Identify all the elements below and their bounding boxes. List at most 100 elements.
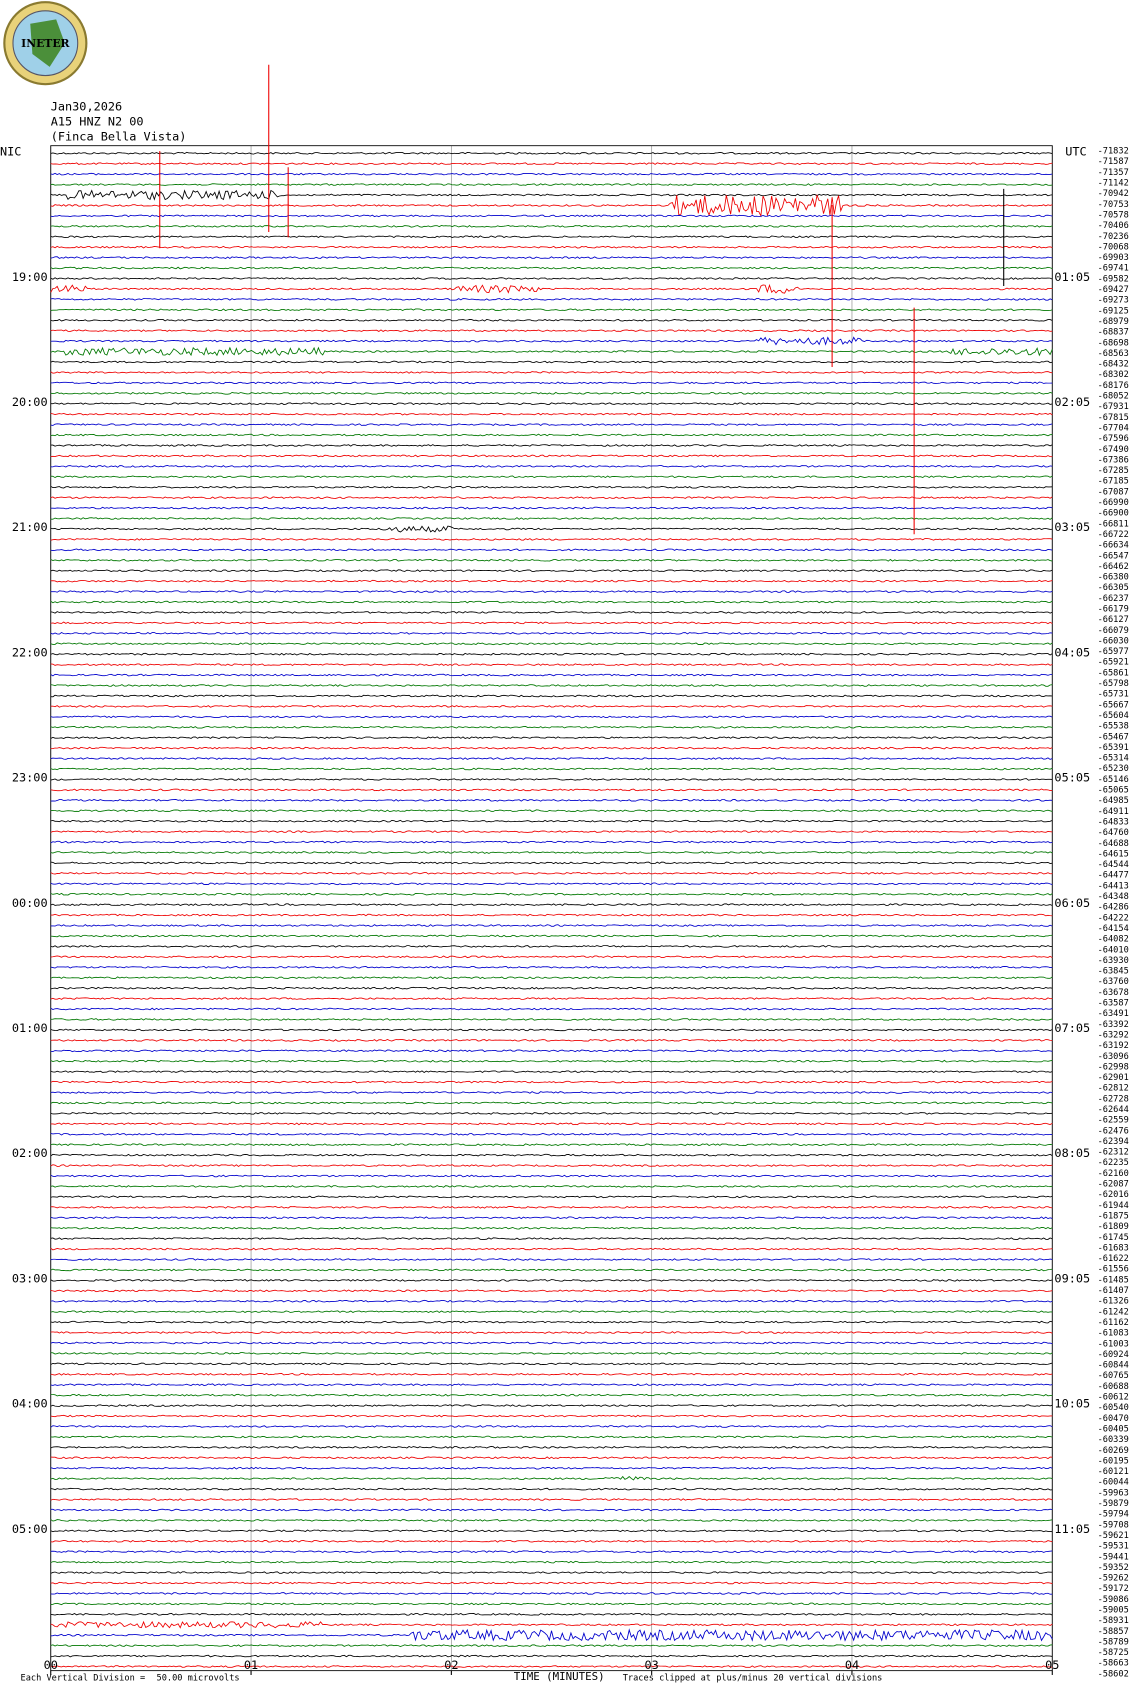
trace	[50, 1237, 1053, 1240]
nic-hour: 22:00	[12, 645, 48, 659]
trace	[50, 1070, 1053, 1073]
trace	[50, 1174, 1053, 1178]
offset: -65467	[1098, 732, 1129, 742]
trace	[50, 997, 1053, 1000]
offset: -63491	[1098, 1009, 1129, 1019]
trace	[50, 903, 1053, 906]
trace	[50, 955, 1053, 959]
trace	[50, 1362, 1053, 1366]
offset: -58931	[1098, 1616, 1129, 1626]
trace	[50, 1143, 1053, 1147]
trace	[50, 189, 1053, 201]
trace	[50, 1644, 1053, 1647]
offset: -67087	[1098, 487, 1129, 497]
trace	[50, 506, 1053, 510]
location: (Finca Bella Vista)	[51, 130, 187, 144]
offset: -66127	[1098, 615, 1129, 625]
trace	[50, 558, 1053, 562]
trace	[50, 1331, 1053, 1334]
offset: -58602	[1098, 1669, 1129, 1679]
offset: -70753	[1098, 200, 1129, 210]
trace	[50, 1153, 1053, 1157]
offset: -65798	[1098, 679, 1129, 689]
offset: -65146	[1098, 775, 1129, 785]
offset: -66237	[1098, 594, 1129, 604]
offset: -60044	[1098, 1478, 1129, 1488]
trace	[50, 1247, 1053, 1251]
offset: -62901	[1098, 1073, 1129, 1083]
x-tick-label: 00	[44, 1658, 58, 1672]
nic-hour: 01:00	[12, 1021, 48, 1035]
trace	[50, 600, 1053, 604]
offset: -66811	[1098, 519, 1129, 529]
x-tick-label: 05	[1045, 1658, 1059, 1672]
trace	[50, 1205, 1053, 1209]
trace	[50, 172, 1053, 176]
offset: -64833	[1098, 817, 1129, 827]
x-tick-label: 04	[845, 1658, 859, 1672]
offset: -62016	[1098, 1190, 1129, 1200]
offset: -61745	[1098, 1233, 1129, 1243]
trace	[50, 1628, 1053, 1642]
utc-hour: 07:05	[1054, 1021, 1090, 1035]
trace	[50, 1466, 1053, 1470]
trace	[50, 611, 1053, 614]
offset: -61809	[1098, 1222, 1129, 1232]
offset: -68052	[1098, 392, 1129, 402]
offset: -64082	[1098, 935, 1129, 945]
trace	[50, 673, 1053, 677]
trace	[50, 1059, 1053, 1063]
offset: -60924	[1098, 1350, 1129, 1360]
trace	[50, 736, 1053, 740]
trace	[50, 475, 1053, 479]
trace	[50, 193, 1053, 218]
trace	[50, 1425, 1053, 1428]
trace	[50, 444, 1053, 447]
trace	[50, 882, 1053, 886]
trace	[50, 1164, 1053, 1167]
trace	[50, 1352, 1053, 1355]
offset: -67185	[1098, 477, 1129, 487]
offset: -68176	[1098, 381, 1129, 391]
trace	[50, 318, 1053, 322]
trace	[50, 423, 1053, 426]
offset: -64760	[1098, 828, 1129, 838]
offset: -62476	[1098, 1126, 1129, 1136]
trace	[50, 256, 1053, 260]
trace	[50, 1007, 1053, 1011]
utc-hour: 01:05	[1054, 270, 1090, 284]
trace	[50, 694, 1053, 698]
trace	[50, 548, 1053, 552]
offset: -67931	[1098, 402, 1129, 412]
trace	[50, 298, 1053, 301]
offset: -62394	[1098, 1137, 1129, 1147]
offset: -64688	[1098, 839, 1129, 849]
utc-hour: 08:05	[1054, 1146, 1090, 1160]
offset: -71357	[1098, 168, 1129, 178]
offset: -61003	[1098, 1339, 1129, 1349]
trace	[50, 162, 1053, 166]
trace	[50, 976, 1053, 980]
trace	[50, 1519, 1053, 1522]
offset: -65667	[1098, 700, 1129, 710]
trace	[50, 1571, 1053, 1574]
offset: -64413	[1098, 881, 1129, 891]
offset: -61407	[1098, 1286, 1129, 1296]
offset: -59352	[1098, 1563, 1129, 1573]
offset: -70578	[1098, 210, 1129, 220]
offset: -68432	[1098, 360, 1129, 370]
trace	[50, 214, 1053, 218]
offset: -68698	[1098, 338, 1129, 348]
offset: -60269	[1098, 1446, 1129, 1456]
trace	[50, 1112, 1053, 1115]
offset: -63930	[1098, 956, 1129, 966]
trace	[50, 1216, 1053, 1220]
trace	[50, 1620, 1053, 1629]
trace	[50, 277, 1053, 280]
trace	[50, 1383, 1053, 1387]
offset: -64985	[1098, 796, 1129, 806]
offset: -66179	[1098, 604, 1129, 614]
logo: INETER	[3, 1, 88, 86]
trace	[50, 798, 1053, 802]
trace	[50, 1299, 1053, 1303]
